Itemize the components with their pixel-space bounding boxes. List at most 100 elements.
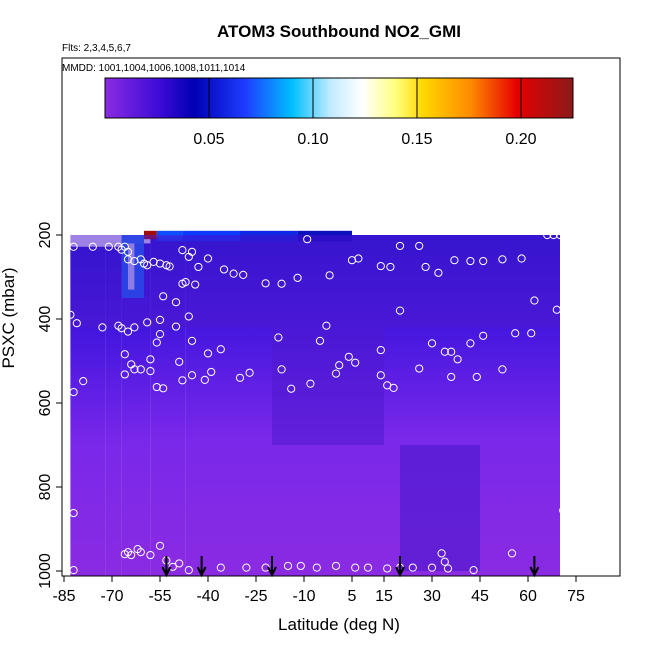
obs-point bbox=[498, 255, 507, 264]
obs-point bbox=[331, 369, 341, 378]
obs-point bbox=[331, 561, 341, 571]
obs-point bbox=[303, 235, 312, 244]
obs-point bbox=[146, 355, 155, 364]
obs-point bbox=[306, 379, 315, 388]
obs-point bbox=[261, 279, 270, 288]
obs-point bbox=[351, 358, 360, 367]
obs-point bbox=[427, 339, 437, 348]
obs-point bbox=[152, 382, 161, 392]
obs-point bbox=[543, 230, 552, 240]
sample-arrows bbox=[161, 556, 540, 578]
obs-point bbox=[69, 387, 78, 397]
obs-point bbox=[130, 323, 139, 332]
sample-arrow-head bbox=[161, 566, 172, 578]
obs-point bbox=[466, 256, 475, 266]
colorbar-tick-label: 0.10 bbox=[297, 131, 328, 148]
x-tick-label: 75 bbox=[567, 588, 585, 605]
obs-point bbox=[386, 262, 395, 272]
plot-frame bbox=[61, 57, 621, 577]
obs-point bbox=[159, 292, 168, 301]
obs-point bbox=[168, 562, 177, 571]
sample-arrow-head bbox=[196, 566, 207, 578]
obs-point bbox=[239, 270, 248, 279]
obs-point bbox=[415, 241, 424, 251]
y-tick-label: 200 bbox=[37, 222, 54, 249]
obs-point bbox=[517, 254, 526, 263]
obs-point bbox=[363, 563, 373, 572]
sample-arrow-head bbox=[529, 566, 540, 578]
y-tick-label: 600 bbox=[37, 390, 54, 417]
obs-point bbox=[69, 508, 78, 518]
obs-point bbox=[175, 357, 184, 366]
obs-point bbox=[72, 319, 81, 328]
field-cell bbox=[400, 445, 480, 571]
obs-point bbox=[187, 371, 197, 380]
observation-markers bbox=[66, 230, 568, 575]
x-tick-label: 5 bbox=[348, 588, 357, 605]
obs-point bbox=[207, 367, 216, 377]
obs-point bbox=[315, 336, 325, 345]
obs-point bbox=[507, 549, 517, 558]
obs-point bbox=[133, 545, 142, 554]
x-tick-label: -40 bbox=[196, 588, 219, 605]
obs-point bbox=[245, 368, 254, 377]
obs-point bbox=[159, 384, 168, 393]
x-tick-label: -85 bbox=[52, 588, 75, 605]
obs-point bbox=[216, 345, 225, 354]
x-tick-label: 60 bbox=[519, 588, 537, 605]
obs-point bbox=[427, 563, 437, 572]
obs-point bbox=[171, 298, 181, 307]
obs-point bbox=[408, 563, 417, 572]
obs-point bbox=[194, 262, 203, 272]
chart-title: ATOM3 Southbound NO2_GMI bbox=[217, 22, 461, 41]
obs-point bbox=[178, 376, 187, 385]
obs-point bbox=[146, 550, 155, 560]
obs-point bbox=[354, 254, 363, 263]
obs-point bbox=[104, 242, 113, 251]
obs-point bbox=[472, 372, 481, 382]
x-tick-label: -25 bbox=[244, 588, 267, 605]
field-cell bbox=[70, 235, 561, 328]
y-axis: 200 400 600 800 1000 bbox=[37, 222, 62, 589]
y-tick-label: 400 bbox=[37, 306, 54, 333]
obs-point bbox=[69, 242, 78, 251]
obs-point bbox=[277, 279, 286, 288]
y-axis-label: PSXC (mbar) bbox=[0, 267, 18, 368]
obs-point bbox=[376, 345, 385, 355]
obs-point bbox=[235, 373, 245, 382]
obs-point bbox=[559, 506, 568, 515]
colorbar-tick-label: 0.20 bbox=[505, 131, 536, 148]
flights-note: Flts: 2,3,4,5,6,7 bbox=[62, 43, 131, 54]
obs-point bbox=[203, 254, 213, 263]
obs-point bbox=[155, 541, 165, 550]
obs-point bbox=[469, 566, 478, 575]
obs-point bbox=[383, 564, 392, 573]
x-axis-label: Latitude (deg N) bbox=[278, 615, 400, 634]
obs-point bbox=[127, 550, 136, 560]
obs-point bbox=[136, 365, 145, 374]
x-axis: -85 -70 -55 -40 -25 -10 5 15 30 45 60 75 bbox=[52, 576, 585, 605]
obs-point bbox=[453, 355, 462, 364]
obs-point bbox=[184, 252, 193, 261]
obs-point bbox=[389, 383, 398, 392]
obs-point bbox=[155, 330, 165, 339]
obs-point bbox=[79, 377, 88, 386]
obs-point bbox=[325, 271, 334, 280]
obs-point bbox=[152, 338, 161, 347]
colorbar bbox=[104, 77, 574, 119]
obs-point bbox=[447, 347, 456, 356]
obs-point bbox=[421, 262, 430, 272]
obs-point bbox=[178, 246, 187, 255]
obs-point bbox=[447, 372, 456, 382]
obs-point bbox=[530, 296, 539, 305]
obs-point bbox=[287, 384, 296, 393]
obs-point bbox=[322, 321, 331, 330]
obs-point bbox=[511, 329, 520, 338]
x-tick-label: 30 bbox=[423, 588, 441, 605]
x-tick-label: -55 bbox=[148, 588, 171, 605]
obs-point bbox=[376, 371, 385, 380]
obs-point bbox=[146, 366, 155, 376]
obs-point bbox=[415, 364, 424, 373]
obs-point bbox=[175, 559, 184, 568]
obs-point bbox=[242, 563, 251, 572]
